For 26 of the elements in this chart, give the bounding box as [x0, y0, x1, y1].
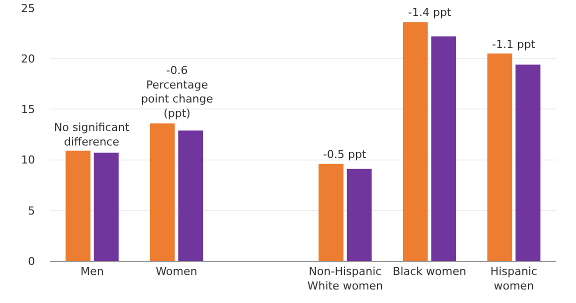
bar: [178, 130, 204, 261]
bar: [516, 64, 540, 261]
y-tick-label: 10: [21, 154, 35, 167]
bar: [66, 150, 90, 261]
annotation: -0.6 Percentage point change (ppt): [141, 64, 214, 120]
x-tick-label: Hispanic women: [490, 265, 538, 292]
annotation: -1.4 ppt: [408, 6, 452, 19]
y-tick-label: 15: [21, 103, 35, 116]
bar: [402, 22, 428, 261]
y-tick-label: 5: [28, 204, 35, 218]
x-tick-label: Non-Hispanic White women: [307, 265, 384, 292]
annotation: No significant difference: [54, 121, 130, 148]
x-tick-label: Black women: [392, 265, 466, 278]
bar: [487, 54, 512, 261]
y-tick-label: 20: [21, 52, 35, 66]
y-tick-label: 0: [28, 254, 35, 268]
bar: [318, 164, 344, 261]
bar: [94, 152, 119, 261]
x-tick-label: Men: [80, 265, 104, 278]
y-tick-label: 25: [21, 2, 35, 15]
bar: [346, 168, 372, 261]
bar: [150, 123, 175, 261]
x-tick-label: Women: [156, 265, 198, 278]
bar: [431, 36, 456, 261]
annotation: -1.1 ppt: [492, 38, 536, 51]
annotation: -0.5 ppt: [323, 148, 367, 161]
